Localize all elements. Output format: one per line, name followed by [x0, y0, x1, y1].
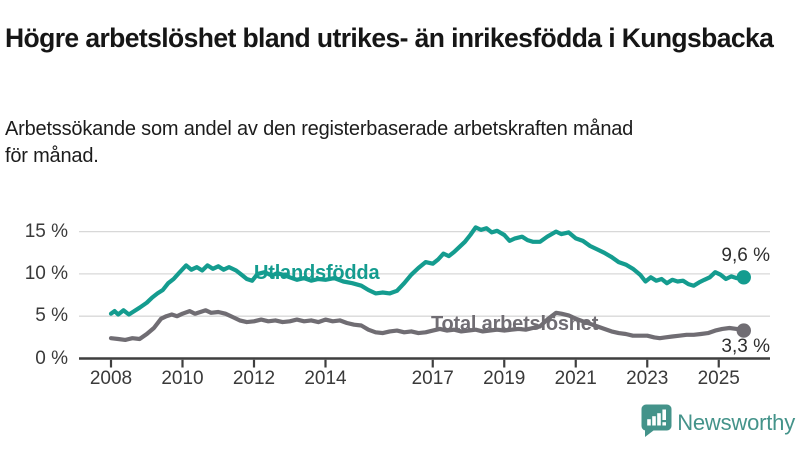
y-tick-label-10: 10 % [24, 262, 68, 284]
newsworthy-chart-bubble-icon [640, 403, 672, 443]
series-end-dot-total-arbetsl-shet [736, 323, 751, 338]
page-title: Högre arbetslöshet bland utrikes- än inr… [5, 22, 774, 53]
y-tick-label-15: 15 % [24, 220, 68, 242]
y-tick-label-0: 0 % [35, 347, 68, 369]
series-label-total-arbetsloshet: Total arbetslöshet [431, 313, 599, 335]
chart-subtitle: Arbetssökande som andel av den registerb… [5, 116, 793, 170]
newsworthy-logo-text: Newsworthy [677, 410, 795, 435]
x-tick-label-2010: 2010 [161, 368, 204, 389]
x-tick-label-2012: 2012 [232, 368, 276, 389]
x-tick-label-2008: 2008 [89, 368, 133, 389]
end-value-utlandsfodda: 9,6 % [721, 245, 770, 266]
series-line-total-arbetsl-shet [108, 308, 746, 342]
series-label-utlandsfodda: Utlandsfödda [254, 262, 380, 284]
x-tick-label-2021: 2021 [554, 368, 597, 389]
y-tick-label-5: 5 % [35, 305, 68, 327]
x-tick-label-2019: 2019 [483, 368, 526, 389]
x-tick-label-2025: 2025 [697, 368, 740, 389]
newsworthy-logo: Newsworthy [640, 403, 795, 443]
subtitle-line-1: Arbetssökande som andel av den registerb… [5, 118, 634, 140]
series-line-utlandsf-dda [108, 225, 746, 317]
x-tick-label-2014: 2014 [304, 368, 347, 389]
end-value-total-arbetsloshet: 3,3 % [721, 336, 770, 357]
x-tick-label-2017: 2017 [411, 368, 454, 389]
subtitle-line-2: för månad. [5, 144, 99, 167]
x-tick-label-2023: 2023 [626, 368, 669, 389]
series-end-dot-utlandsf-dda [736, 270, 751, 285]
